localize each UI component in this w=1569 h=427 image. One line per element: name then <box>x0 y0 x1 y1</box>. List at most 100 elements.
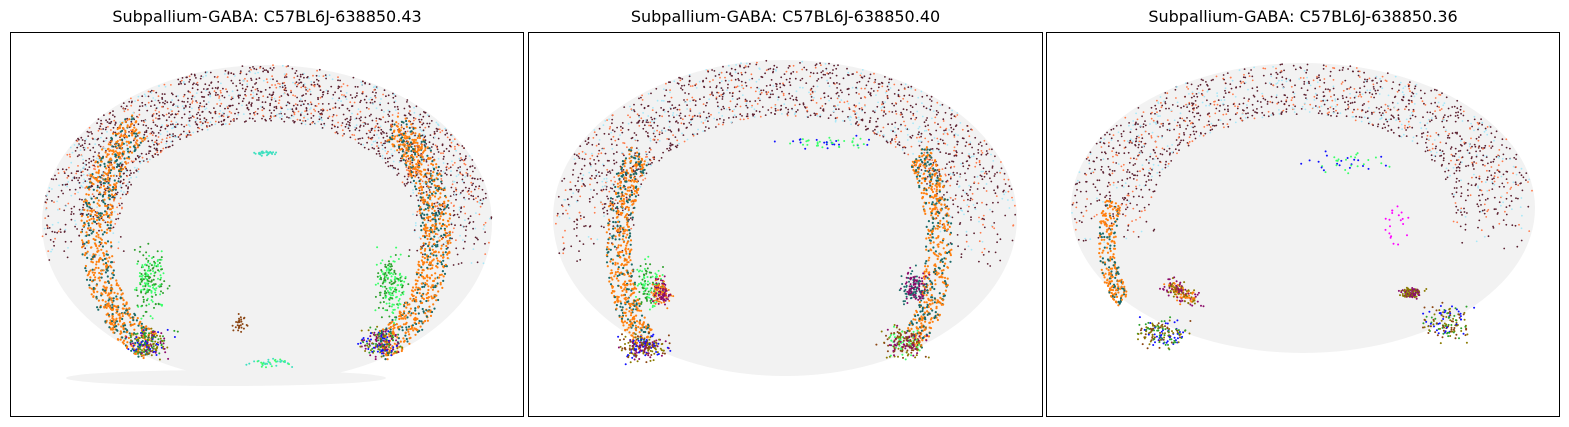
cell-point <box>239 70 242 72</box>
cell-point <box>158 143 160 145</box>
cell-point <box>957 134 959 137</box>
cell-point <box>104 271 107 274</box>
cell-point <box>104 139 107 142</box>
cell-point <box>334 102 337 105</box>
cell-point <box>305 107 308 110</box>
cell-point <box>257 89 259 92</box>
cell-point <box>450 170 452 173</box>
cell-point <box>159 274 162 277</box>
cell-point <box>254 72 257 75</box>
cell-point <box>179 81 182 83</box>
cell-point <box>423 249 426 252</box>
cell-point <box>443 272 447 275</box>
cell-point <box>139 154 141 157</box>
cell-point <box>424 173 427 176</box>
cell-point <box>76 140 79 142</box>
cell-point <box>384 334 387 337</box>
cell-point <box>388 136 392 139</box>
cell-point <box>373 100 376 103</box>
cell-point <box>473 188 476 191</box>
cell-point <box>203 117 206 119</box>
cell-point <box>131 134 134 137</box>
cell-point <box>147 267 150 270</box>
cell-point <box>952 203 955 206</box>
cell-point <box>444 133 447 136</box>
cell-point <box>112 269 115 272</box>
cell-point <box>129 123 133 126</box>
cell-point <box>136 317 139 320</box>
cell-point <box>168 133 171 136</box>
cell-point <box>293 76 296 79</box>
cell-point <box>120 105 123 108</box>
cell-point <box>447 199 450 202</box>
cell-point <box>220 91 222 94</box>
cell-point <box>109 174 113 178</box>
cell-point <box>332 93 335 96</box>
cell-point <box>92 146 95 149</box>
cell-point <box>128 118 131 121</box>
cell-point <box>437 157 440 160</box>
cell-point <box>359 345 362 348</box>
cell-point <box>104 151 107 154</box>
cell-point <box>405 151 408 154</box>
cell-point <box>408 170 411 173</box>
cell-point <box>110 299 113 302</box>
cell-point <box>47 250 50 253</box>
cell-point <box>378 126 381 129</box>
cell-point <box>402 158 405 161</box>
cell-point <box>154 99 157 102</box>
cell-point <box>403 310 406 313</box>
cell-point <box>198 127 201 130</box>
cell-point <box>92 289 95 292</box>
cell-point <box>84 180 87 183</box>
cell-point <box>433 242 436 245</box>
cell-point <box>90 217 93 220</box>
cell-point <box>107 206 110 209</box>
cell-point <box>429 149 432 152</box>
cell-point <box>398 290 401 293</box>
cell-point <box>318 75 321 78</box>
cell-point <box>81 139 84 141</box>
cell-point <box>126 192 129 195</box>
cell-point <box>418 186 421 190</box>
cell-point <box>288 116 290 119</box>
cell-point <box>300 86 303 89</box>
cell-point <box>429 262 432 265</box>
cell-point <box>455 198 457 201</box>
cell-point <box>373 147 375 150</box>
cell-point <box>119 197 122 200</box>
cell-point <box>411 299 414 302</box>
cell-point <box>115 141 118 144</box>
cell-point <box>479 199 482 202</box>
cell-point <box>408 126 411 129</box>
cell-point <box>365 132 368 135</box>
cell-point <box>208 125 211 127</box>
cell-point <box>115 325 118 328</box>
cell-point <box>446 162 449 165</box>
cell-point <box>112 132 115 135</box>
cell-point <box>369 101 372 104</box>
cell-point <box>63 250 66 253</box>
cell-point <box>442 158 445 160</box>
cell-point <box>425 229 429 232</box>
cell-point <box>125 329 129 332</box>
cell-point <box>905 108 908 111</box>
cell-point <box>738 90 741 93</box>
cell-point <box>418 292 421 295</box>
cell-point <box>397 306 400 309</box>
cell-point <box>109 184 112 187</box>
cell-point <box>488 241 490 244</box>
cell-point <box>150 354 153 357</box>
cell-point <box>391 334 394 337</box>
cell-point <box>195 123 198 126</box>
cell-point <box>413 106 415 109</box>
cell-point <box>220 102 223 105</box>
cell-point <box>387 276 389 279</box>
cell-point <box>391 125 394 128</box>
cell-point <box>182 95 185 98</box>
cell-point <box>112 297 115 300</box>
cell-point <box>390 263 393 266</box>
cell-point <box>108 198 111 201</box>
cell-point <box>314 123 317 126</box>
cell-point <box>109 306 112 309</box>
